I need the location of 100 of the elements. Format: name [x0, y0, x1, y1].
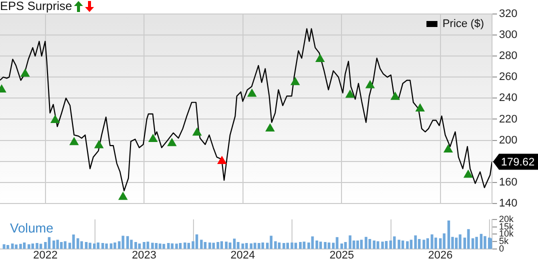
point	[390, 92, 400, 100]
bar	[130, 240, 133, 249]
bar	[290, 242, 294, 249]
bar	[142, 242, 146, 249]
point	[416, 104, 424, 112]
bar	[151, 242, 154, 249]
bar	[39, 244, 42, 249]
bar	[64, 241, 66, 249]
y-tick-label: 15k	[499, 221, 514, 232]
y-tick-label: 200	[499, 134, 518, 146]
point	[20, 68, 30, 77]
bar	[422, 240, 426, 249]
bar	[294, 242, 298, 249]
bar	[480, 234, 483, 249]
bar	[315, 240, 318, 249]
point	[192, 128, 202, 136]
point	[50, 115, 60, 124]
bar	[187, 242, 190, 249]
bar	[2, 244, 6, 249]
bar	[88, 242, 92, 249]
bar	[167, 243, 170, 249]
legend-label: Price ($)	[442, 18, 484, 30]
bar	[204, 242, 207, 249]
bar	[31, 243, 34, 249]
bar	[52, 240, 56, 249]
bar	[224, 242, 228, 249]
bar	[434, 238, 438, 249]
bar	[356, 240, 359, 249]
bar	[302, 242, 306, 249]
bar	[368, 239, 372, 249]
bar	[195, 234, 198, 249]
bar	[406, 241, 409, 249]
x-tick-label: 2024	[230, 250, 255, 262]
bar	[336, 237, 338, 249]
bar	[261, 242, 264, 249]
bar	[154, 243, 158, 249]
point	[266, 124, 274, 132]
bar	[401, 240, 404, 249]
bar	[96, 242, 100, 249]
point	[444, 144, 453, 152]
bar	[245, 243, 248, 249]
bar	[467, 229, 470, 249]
y-tick-label: 10k	[499, 228, 514, 239]
y-tick-label: 300	[499, 29, 518, 42]
y-tick-label: 140	[499, 197, 518, 210]
point	[248, 88, 256, 97]
bar	[60, 242, 63, 249]
bar	[36, 243, 38, 249]
bar	[389, 240, 392, 249]
bar	[220, 241, 223, 249]
bar	[84, 242, 88, 249]
bar	[14, 244, 18, 249]
bar	[134, 242, 138, 249]
bar	[11, 243, 14, 249]
bar	[212, 242, 215, 249]
bar	[250, 243, 252, 249]
y-tick-label: 260	[499, 71, 518, 84]
y-tick-label: 240	[499, 92, 518, 104]
bar	[184, 242, 186, 249]
bar	[311, 236, 314, 249]
bar	[328, 242, 330, 249]
bar	[418, 239, 421, 249]
bar	[175, 244, 178, 249]
bar	[23, 242, 26, 249]
bar	[200, 240, 203, 249]
point	[290, 77, 300, 86]
bar	[340, 243, 344, 249]
bar	[208, 242, 212, 249]
bar	[372, 240, 376, 249]
x-tick-label: 2025	[329, 250, 354, 262]
bar	[56, 240, 59, 249]
bar	[454, 238, 458, 249]
y-tick-label: 280	[499, 50, 518, 62]
point	[148, 134, 158, 142]
point	[168, 138, 176, 146]
bar	[114, 242, 116, 249]
point	[218, 156, 226, 164]
bar	[442, 233, 446, 249]
bar	[105, 243, 108, 249]
point	[464, 170, 473, 178]
bar	[475, 236, 478, 249]
y-tick-label: 220	[499, 113, 518, 126]
point	[94, 140, 104, 148]
point	[70, 137, 78, 146]
bar	[178, 243, 182, 249]
bar	[241, 243, 244, 249]
legend-title: EPS Surprise	[0, 0, 72, 13]
x-tick-label: 2026	[428, 250, 453, 262]
bar	[319, 242, 322, 249]
annotation: 179.62	[501, 156, 535, 169]
bar	[447, 220, 450, 249]
chart-title: Volume	[10, 220, 54, 236]
point	[316, 54, 324, 62]
bar	[254, 242, 256, 249]
bar	[170, 243, 174, 249]
bar	[282, 243, 286, 249]
bar	[414, 235, 417, 249]
bar	[398, 240, 400, 249]
point	[346, 90, 354, 98]
bar	[324, 242, 327, 249]
